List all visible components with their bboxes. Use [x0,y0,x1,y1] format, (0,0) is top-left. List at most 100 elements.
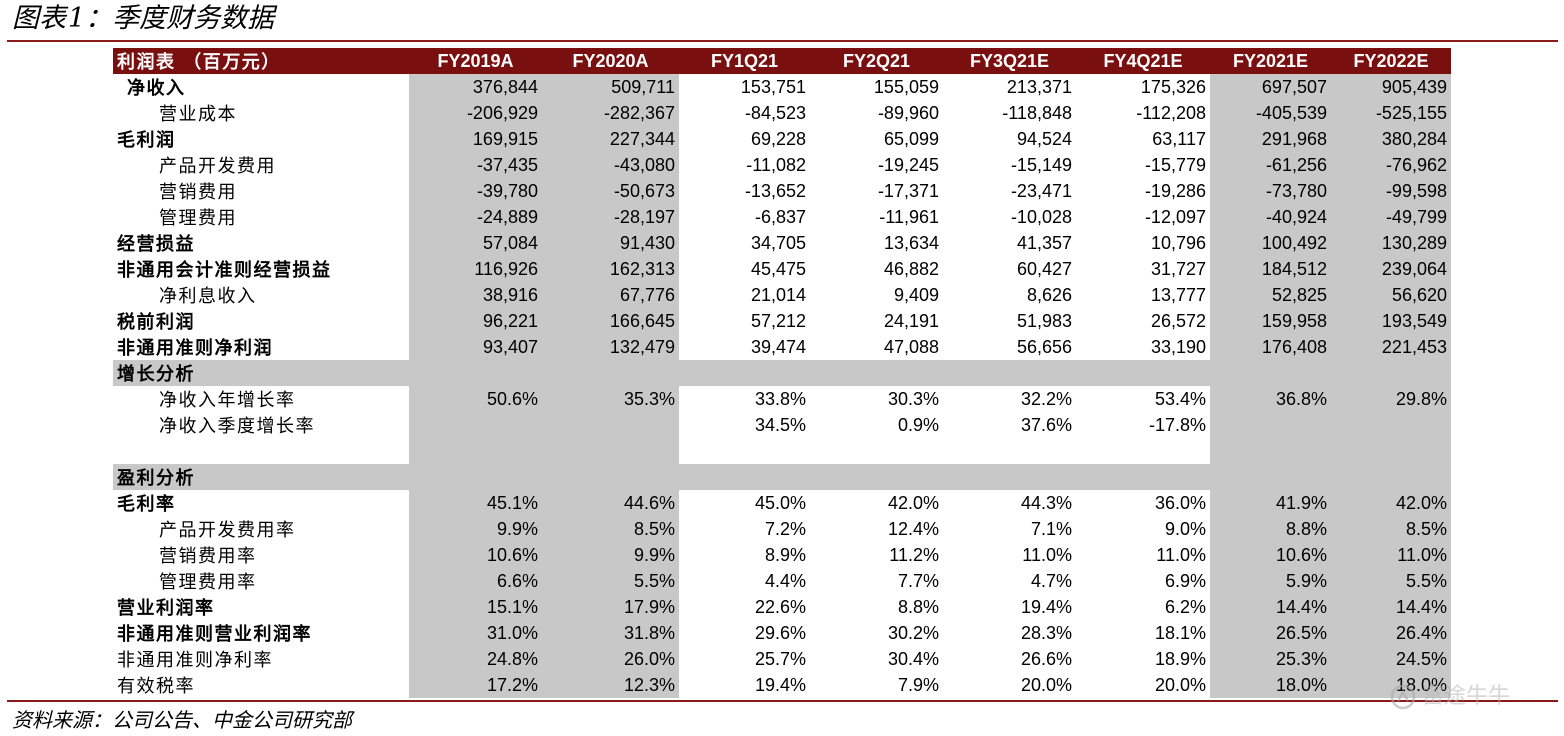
value-cell: 53.4% [1154,388,1206,409]
value-cell: -19,245 [877,154,939,175]
header-column-cell: FY2019A [409,48,542,74]
value-cell: 20.0% [1154,674,1206,695]
source-note: 资料来源：公司公告、中金公司研究部 [12,708,352,732]
value-cell: 7.1% [1030,518,1072,539]
value-cell: -10,028 [1010,206,1072,227]
value-cell: -61,256 [1210,152,1331,178]
value-cell: -39,780 [409,178,542,204]
empty-cell [1076,438,1210,464]
table-row: 毛利率 45.1% 44.6% 45.0% 42.0% 44.3% 36.0% 41.9% 42… [113,490,1451,516]
value-cell [1331,412,1451,438]
header-column-cell: FY2020A [542,48,679,74]
row-label: 营销费用率 [159,546,257,567]
value-cell: -28,197 [542,204,679,230]
header-label-cell: 利润表 （百万元） [113,48,409,74]
table-row: 非通用会计准则经营损益 116,926 162,313 45,475 46,882 60,… [113,256,1451,282]
empty-cell [810,438,943,464]
row-label: 净收入季度增长率 [159,416,315,437]
value-cell: 15.1% [409,594,542,620]
value-cell: 50.6% [409,386,542,412]
value-cell: 32.2% [1020,388,1072,409]
value-cell: 11.0% [1022,544,1072,565]
value-cell: 35.3% [542,386,679,412]
value-cell: 9.0% [1164,518,1206,539]
value-cell: -23,471 [1010,180,1072,201]
empty-cell [679,438,810,464]
value-cell: 376,844 [409,74,542,100]
table-row: 管理费用率 6.6% 5.5% 4.4% 7.7% 4.7% 6.9% 5.9% 5.5% [113,568,1451,594]
value-cell: 31.0% [409,620,542,646]
value-cell: 57,084 [409,230,542,256]
row-label: 非通用准则净利率 [117,650,273,671]
table-row: 净利息收入 38,916 67,776 21,014 9,409 8,626 13,777 5… [113,282,1451,308]
value-cell: 0.9% [897,414,939,435]
value-cell: 17.2% [409,672,542,698]
value-cell: 227,344 [542,126,679,152]
header-column-cell: FY2Q21 [810,48,943,74]
value-cell: 44.6% [542,490,679,516]
value-cell: 239,064 [1331,256,1451,282]
value-cell: 22.6% [754,596,806,617]
value-cell: 26.6% [1020,648,1072,669]
value-cell: 166,645 [542,308,679,334]
value-cell: 9.9% [542,542,679,568]
section-title: 盈利分析 [113,464,1451,490]
empty-cell [542,438,679,464]
header-column-cell: FY1Q21 [679,48,810,74]
value-cell: 193,549 [1331,308,1451,334]
table-row: 产品开发费用 -37,435 -43,080 -11,082 -19,245 -15,14… [113,152,1451,178]
row-label: 净收入年增长率 [159,390,296,411]
empty-cell [1331,438,1451,464]
value-cell: 34,705 [750,232,806,253]
value-cell: 26.0% [542,646,679,672]
row-label: 产品开发费用 [159,156,276,177]
value-cell: 26,572 [1150,310,1206,331]
value-cell: 13,777 [1150,284,1206,305]
row-label: 有效税率 [117,676,195,697]
value-cell: 6.2% [1164,596,1206,617]
value-cell: 33.8% [754,388,806,409]
value-cell: 25.7% [754,648,806,669]
value-cell: 42.0% [887,492,939,513]
value-cell: 10.6% [409,542,542,568]
value-cell: 31.8% [542,620,679,646]
value-cell: 291,968 [1210,126,1331,152]
value-cell: -525,155 [1331,100,1451,126]
empty-cell [1210,438,1331,464]
value-cell: -76,962 [1331,152,1451,178]
table-header-row: 利润表 （百万元） FY2019A FY2020A FY1Q21 FY2Q21 FY3Q2… [113,48,1451,74]
empty-cell [113,438,409,464]
value-cell: 18.0% [1210,672,1331,698]
section-profitability: 盈利分析 [113,464,1451,490]
value-cell: 33,190 [1150,336,1206,357]
value-cell: -282,367 [542,100,679,126]
value-cell: 12.3% [542,672,679,698]
row-label: 非通用准则净利润 [117,338,273,359]
row-label: 非通用准则营业利润率 [117,624,312,645]
value-cell: 11.0% [1331,542,1451,568]
value-cell: 56,656 [1016,336,1072,357]
value-cell: 509,711 [542,74,679,100]
value-cell: 63,117 [1152,128,1206,149]
value-cell: -206,929 [409,100,542,126]
value-cell: 94,524 [1016,128,1072,149]
row-label: 非通用会计准则经营损益 [117,260,332,281]
value-cell: 30.3% [887,388,939,409]
value-cell: -15,149 [1010,154,1072,175]
value-cell: 19.4% [1020,596,1072,617]
value-cell: 169,915 [409,126,542,152]
value-cell: 14.4% [1331,594,1451,620]
value-cell: 36.8% [1210,386,1331,412]
value-cell: 56,620 [1331,282,1451,308]
table-row: 营业利润率 15.1% 17.9% 22.6% 8.8% 19.4% 6.2% 14.4% 14… [113,594,1451,620]
value-cell: 69,228 [750,128,806,149]
value-cell: 4.4% [764,570,806,591]
value-cell: 26.4% [1331,620,1451,646]
value-cell: 221,453 [1331,334,1451,360]
value-cell: 18.1% [1154,622,1206,643]
figure-title-text: 季度财务数据 [112,3,275,34]
value-cell: 30.4% [887,648,939,669]
value-cell: 6.6% [409,568,542,594]
value-cell: 37.6% [1020,414,1072,435]
value-cell: 116,926 [409,256,542,282]
